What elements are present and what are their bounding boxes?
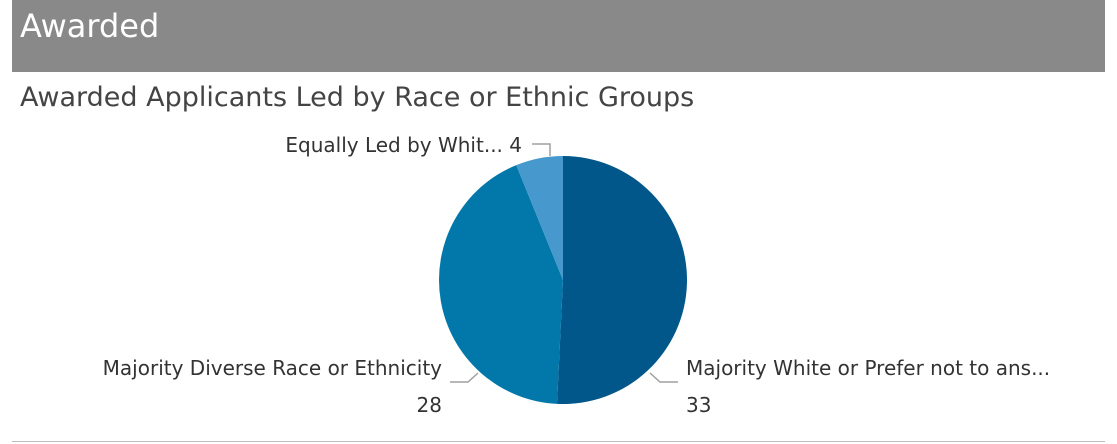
leader-line-2 [532, 143, 551, 156]
pie-slice-0[interactable] [557, 156, 688, 404]
slice-label-2: Equally Led by Whit... 4 [285, 133, 522, 157]
slice-label-0: Majority White or Prefer not to ans... [686, 356, 1050, 380]
slice-value-1: 28 [417, 393, 442, 417]
panel-title: Awarded [20, 7, 160, 45]
leader-line-1 [450, 372, 479, 383]
slice-label-1: Majority Diverse Race or Ethnicity [103, 356, 442, 380]
chart-title: Awarded Applicants Led by Race or Ethnic… [20, 82, 695, 113]
slice-value-0: 33 [686, 393, 711, 417]
bottom-divider [12, 441, 1105, 442]
panel-header: Awarded [12, 0, 1105, 72]
leader-line-0 [649, 372, 678, 383]
pie-slice-2[interactable] [516, 156, 563, 280]
pie-slice-1[interactable] [438, 165, 563, 404]
